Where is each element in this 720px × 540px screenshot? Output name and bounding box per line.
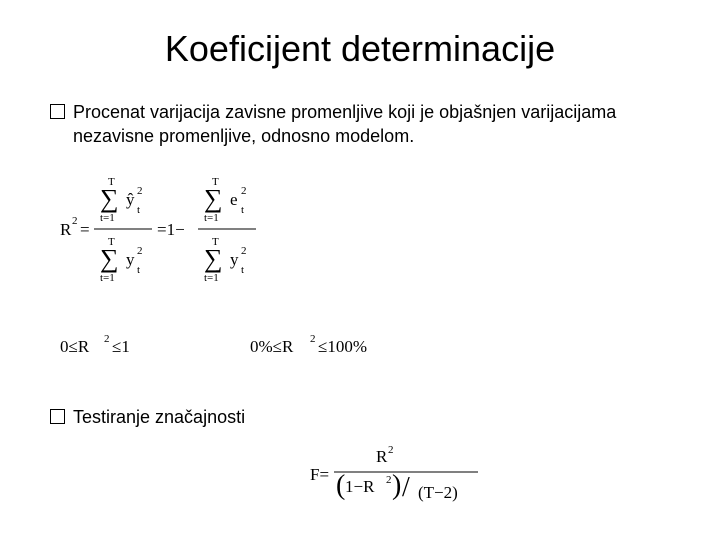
sigma-icon: ∑ [204,184,223,213]
math-text: t=1 [204,272,219,284]
math-text: =1− [157,220,185,239]
formula-r2-definition: R 2 = T ∑ t=1 ŷ t 2 T ∑ t=1 y t 2 =1− T … [60,171,670,291]
sigma-icon: ∑ [100,244,119,273]
bullet-text-2: Testiranje značajnosti [73,405,245,429]
math-text: R [60,220,72,239]
math-text: y [230,250,239,269]
math-text: R [376,447,388,466]
math-text: ≤1 [112,337,130,356]
bullet-text-1: Procenat varijacija zavisne promenljive … [73,100,670,149]
math-text: (T−2) [418,483,458,502]
math-eq: = [80,220,90,239]
bullet-item-2: Testiranje značajnosti [50,405,670,429]
sigma-icon: ∑ [204,244,223,273]
math-sub: t [241,264,244,276]
math-text: F= [310,465,329,484]
math-exp: 2 [241,245,247,257]
math-text: t=1 [100,212,115,224]
formula-f-test: F= R 2 ( 1−R 2 ) / (T−2) [310,442,490,506]
math-text: y [126,250,135,269]
math-text: ≤100% [318,337,367,356]
math-text: e [230,190,238,209]
math-exp: 2 [386,474,392,486]
math-exp: 2 [104,333,110,345]
math-sub: t [137,264,140,276]
math-text: 1−R [345,477,375,496]
math-exp: 2 [72,215,78,227]
math-text: 0%≤R [250,337,294,356]
math-exp: 2 [137,185,143,197]
bullet-item-1: Procenat varijacija zavisne promenljive … [50,100,670,149]
math-exp: 2 [137,245,143,257]
math-text: 0≤R [60,337,90,356]
sigma-icon: ∑ [100,184,119,213]
page-title: Koeficijent determinacije [50,28,670,70]
math-text: t=1 [204,212,219,224]
bullet-square-icon [50,409,65,424]
math-text: t=1 [100,272,115,284]
math-exp: 2 [241,185,247,197]
formula-r2-range: 0≤R 2 ≤1 0%≤R 2 ≤100% [60,325,670,365]
math-sub: t [137,204,140,216]
math-exp: 2 [310,333,316,345]
bullet-square-icon [50,104,65,119]
math-exp: 2 [388,444,394,456]
paren-icon: ) [392,470,401,501]
paren-icon: ( [336,470,345,501]
math-text: ŷ [126,190,135,209]
math-sub: t [241,204,244,216]
slash-icon: / [402,472,410,503]
